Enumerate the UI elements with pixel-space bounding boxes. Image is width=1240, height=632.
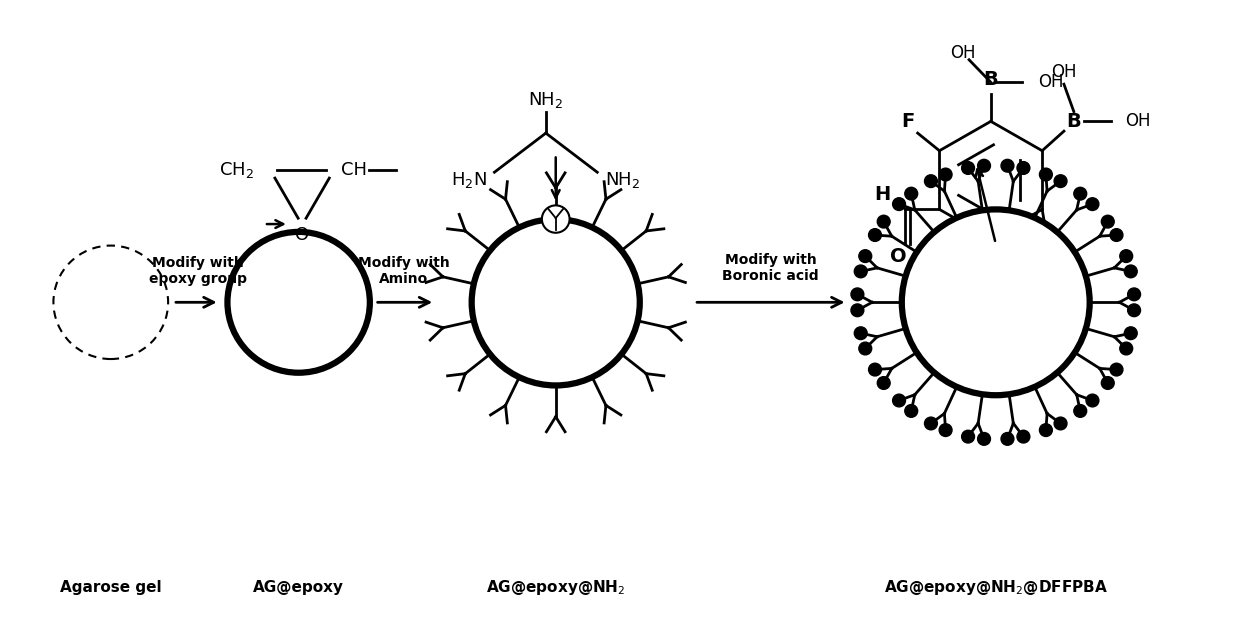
Circle shape bbox=[877, 216, 890, 228]
Text: OH: OH bbox=[1052, 63, 1076, 82]
Circle shape bbox=[1001, 432, 1014, 446]
Circle shape bbox=[1120, 342, 1132, 355]
Circle shape bbox=[925, 175, 937, 188]
Circle shape bbox=[962, 430, 975, 443]
Circle shape bbox=[854, 327, 867, 339]
Circle shape bbox=[1039, 168, 1053, 181]
Text: OH: OH bbox=[1038, 73, 1064, 91]
Circle shape bbox=[1074, 404, 1086, 417]
Circle shape bbox=[868, 363, 882, 376]
Circle shape bbox=[905, 187, 918, 200]
Text: Modify with
Amino: Modify with Amino bbox=[357, 256, 449, 286]
Circle shape bbox=[1017, 162, 1030, 174]
Circle shape bbox=[859, 250, 872, 262]
Circle shape bbox=[1101, 216, 1115, 228]
Text: B: B bbox=[1066, 112, 1081, 131]
Circle shape bbox=[977, 432, 991, 446]
Text: Modify with
epoxy group: Modify with epoxy group bbox=[149, 256, 247, 286]
Circle shape bbox=[859, 342, 872, 355]
Circle shape bbox=[905, 404, 918, 417]
Circle shape bbox=[1017, 430, 1030, 443]
Circle shape bbox=[1039, 423, 1053, 437]
Circle shape bbox=[851, 288, 864, 301]
Circle shape bbox=[962, 162, 975, 174]
Text: OH: OH bbox=[950, 44, 976, 62]
Circle shape bbox=[901, 209, 1090, 395]
Circle shape bbox=[542, 205, 569, 233]
Circle shape bbox=[1110, 229, 1123, 241]
Circle shape bbox=[893, 394, 905, 407]
Circle shape bbox=[1086, 198, 1099, 210]
Circle shape bbox=[1101, 377, 1115, 389]
Circle shape bbox=[1120, 250, 1132, 262]
Text: CH$_2$: CH$_2$ bbox=[219, 161, 254, 180]
Circle shape bbox=[1127, 288, 1141, 301]
Text: AG@epoxy@NH$_2$@DFFPBA: AG@epoxy@NH$_2$@DFFPBA bbox=[884, 578, 1107, 597]
Text: OH: OH bbox=[1125, 112, 1151, 130]
Text: Modify with
Boronic acid: Modify with Boronic acid bbox=[723, 253, 820, 283]
Circle shape bbox=[227, 232, 370, 373]
Text: AG@epoxy: AG@epoxy bbox=[253, 580, 345, 595]
Text: H: H bbox=[874, 185, 890, 204]
Circle shape bbox=[1110, 363, 1123, 376]
Circle shape bbox=[877, 377, 890, 389]
Circle shape bbox=[1001, 159, 1014, 172]
Text: CH: CH bbox=[341, 161, 367, 179]
Text: Agarose gel: Agarose gel bbox=[60, 580, 161, 595]
Circle shape bbox=[925, 417, 937, 430]
Circle shape bbox=[1054, 175, 1066, 188]
Circle shape bbox=[1074, 187, 1086, 200]
Circle shape bbox=[851, 304, 864, 317]
Circle shape bbox=[1127, 304, 1141, 317]
Text: NH$_2$: NH$_2$ bbox=[605, 170, 641, 190]
Circle shape bbox=[893, 198, 905, 210]
Circle shape bbox=[1054, 417, 1066, 430]
Text: O: O bbox=[889, 247, 906, 266]
Circle shape bbox=[868, 229, 882, 241]
Circle shape bbox=[854, 265, 867, 277]
Circle shape bbox=[1125, 265, 1137, 277]
Text: O: O bbox=[295, 226, 309, 244]
Circle shape bbox=[977, 159, 991, 172]
Text: F: F bbox=[901, 112, 914, 131]
Text: H$_2$N: H$_2$N bbox=[451, 170, 486, 190]
Text: B: B bbox=[983, 70, 998, 89]
Circle shape bbox=[939, 423, 952, 437]
Text: NH$_2$: NH$_2$ bbox=[528, 90, 563, 110]
Circle shape bbox=[939, 168, 952, 181]
Circle shape bbox=[1125, 327, 1137, 339]
Text: AG@epoxy@NH$_2$: AG@epoxy@NH$_2$ bbox=[486, 578, 625, 597]
Text: F: F bbox=[1042, 242, 1055, 261]
Circle shape bbox=[1086, 394, 1099, 407]
Circle shape bbox=[471, 219, 640, 386]
